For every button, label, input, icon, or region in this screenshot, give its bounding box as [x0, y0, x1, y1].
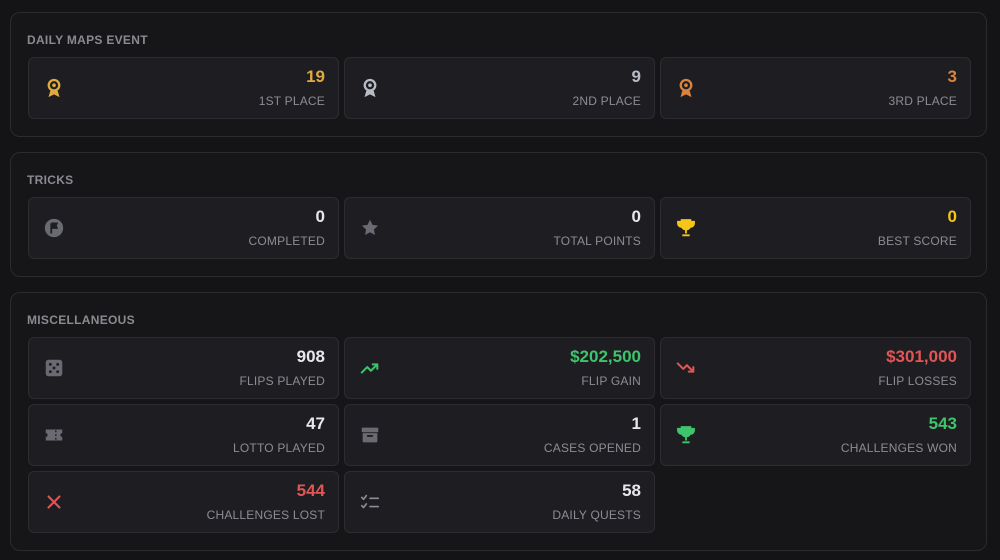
stat-value: 0 — [631, 207, 641, 226]
medal-icon — [47, 78, 61, 98]
stat-value: 544 — [296, 481, 325, 500]
stat-value: 3 — [947, 67, 957, 86]
stat-card: 58 DAILY QUESTS — [344, 471, 655, 533]
stat-label: COMPLETED — [248, 234, 325, 248]
stat-label: CHALLENGES WON — [840, 441, 957, 455]
stat-label: DAILY QUESTS — [552, 508, 641, 522]
stat-value: 9 — [631, 67, 641, 86]
trophy-icon — [677, 426, 695, 444]
stat-label: 3RD PLACE — [888, 94, 957, 108]
stat-card: 544 CHALLENGES LOST — [28, 471, 339, 533]
stat-value: 19 — [306, 67, 325, 86]
stat-label: FLIPS PLAYED — [239, 374, 325, 388]
stat-label: CASES OPENED — [543, 441, 641, 455]
stat-card: 47 LOTTO PLAYED — [28, 404, 339, 466]
stat-card: 0 BEST SCORE — [660, 197, 971, 259]
medal-icon — [363, 78, 377, 98]
stat-card: $301,000 FLIP LOSSES — [660, 337, 971, 399]
section-title: MISCELLANEOUS — [27, 313, 135, 327]
stat-card: 908 FLIPS PLAYED — [28, 337, 339, 399]
dice-icon — [45, 359, 63, 377]
stat-label: BEST SCORE — [877, 234, 957, 248]
x-icon — [47, 495, 61, 509]
archive-icon — [361, 427, 379, 443]
stat-card: 9 2ND PLACE — [344, 57, 655, 119]
stat-value: 908 — [296, 347, 325, 366]
stat-card: $202,500 FLIP GAIN — [344, 337, 655, 399]
stat-card: 3 3RD PLACE — [660, 57, 971, 119]
stat-value: 47 — [306, 414, 325, 433]
stat-value: 58 — [622, 481, 641, 500]
stat-card: 0 COMPLETED — [28, 197, 339, 259]
flag-icon — [44, 218, 64, 238]
stat-value: $301,000 — [886, 347, 957, 366]
stat-value: 543 — [928, 414, 957, 433]
stat-card: 19 1ST PLACE — [28, 57, 339, 119]
stat-value: 0 — [947, 207, 957, 226]
stat-label: LOTTO PLAYED — [233, 441, 325, 455]
section: TRICKS 0 COMPLETED 0 TOTAL POINTS 0 BEST… — [10, 152, 987, 277]
stat-value: 1 — [631, 414, 641, 433]
section-title: DAILY MAPS EVENT — [27, 33, 148, 47]
stat-label: 1ST PLACE — [258, 94, 325, 108]
stat-card: 543 CHALLENGES WON — [660, 404, 971, 466]
stat-label: FLIP GAIN — [581, 374, 641, 388]
section: MISCELLANEOUS 908 FLIPS PLAYED $202,500 … — [10, 292, 987, 551]
stat-label: CHALLENGES LOST — [206, 508, 325, 522]
section-title: TRICKS — [27, 173, 74, 187]
stat-label: TOTAL POINTS — [553, 234, 641, 248]
section: DAILY MAPS EVENT 19 1ST PLACE 9 2ND PLAC… — [10, 12, 987, 137]
ticket-icon — [45, 429, 63, 441]
trend-up-icon — [360, 363, 379, 374]
checklist-icon — [360, 494, 380, 509]
stat-label: 2ND PLACE — [572, 94, 641, 108]
stat-label: FLIP LOSSES — [878, 374, 957, 388]
stat-value: $202,500 — [570, 347, 641, 366]
trophy-icon — [677, 219, 695, 237]
stat-value: 0 — [315, 207, 325, 226]
medal-icon — [679, 78, 693, 98]
trend-down-icon — [676, 362, 695, 373]
stat-card: 1 CASES OPENED — [344, 404, 655, 466]
stat-card: 0 TOTAL POINTS — [344, 197, 655, 259]
star-icon — [361, 219, 379, 235]
